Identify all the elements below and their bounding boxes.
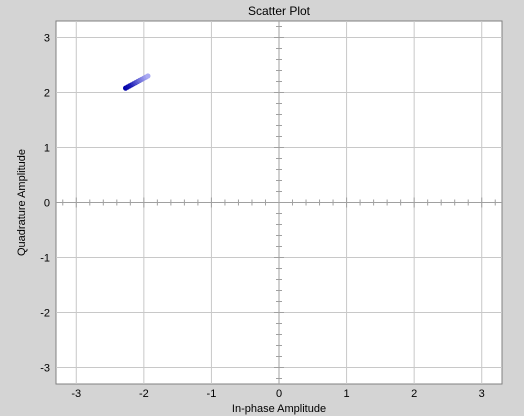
x-tick-label: 3 — [479, 388, 485, 400]
y-tick-label: 1 — [44, 143, 50, 155]
y-tick-labels: -3 -2 -1 0 1 2 3 — [40, 33, 50, 375]
x-tick-label: -3 — [71, 388, 81, 400]
x-tick-label: 1 — [344, 388, 350, 400]
y-tick-label: -1 — [40, 253, 50, 265]
x-tick-label: -1 — [207, 388, 217, 400]
x-axis-label: In-phase Amplitude — [232, 403, 326, 415]
y-tick-label: -3 — [40, 363, 50, 375]
y-axis-label: Quadrature Amplitude — [16, 149, 28, 256]
axis-cross — [56, 21, 502, 384]
y-tick-label: -2 — [40, 308, 50, 320]
chart-title: Scatter Plot — [248, 4, 311, 18]
scatter-point — [145, 73, 151, 79]
x-tick-label: 0 — [276, 388, 282, 400]
x-tick-label: -2 — [139, 388, 149, 400]
y-tick-label: 0 — [44, 198, 50, 210]
x-tick-labels: -3 -2 -1 0 1 2 3 — [71, 388, 484, 400]
x-tick-label: 2 — [411, 388, 417, 400]
y-tick-label: 2 — [44, 88, 50, 100]
data-points — [123, 73, 151, 91]
y-tick-label: 3 — [44, 33, 50, 45]
